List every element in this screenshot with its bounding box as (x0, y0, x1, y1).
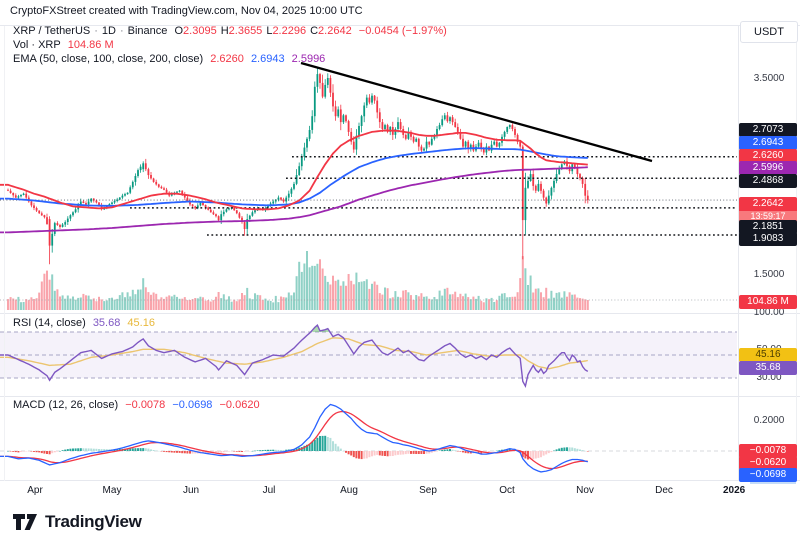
attribution-text: CryptoFXStreet created with TradingView.… (10, 5, 363, 17)
candles (7, 67, 589, 265)
axis-price-badge: −0.0698 (739, 468, 797, 482)
volume-value: 104.86 M (67, 39, 114, 51)
tradingview-logo[interactable]: TradingView (12, 512, 142, 532)
axis-price-badge: 2.6260 (739, 149, 797, 163)
ema100-line (0, 147, 588, 207)
macd-label: MACD (12, 26, close) (13, 399, 119, 411)
axis-price-badge: 104.86 M (739, 295, 797, 309)
key-level-lines (130, 155, 737, 236)
rsi-value: 35.68 (92, 317, 121, 329)
rsi-overbought-fill (312, 325, 331, 332)
macd-line-value: −0.0698 (172, 399, 213, 411)
month-label: Nov (576, 485, 594, 496)
pane-separator (0, 480, 800, 481)
ema100-value: 2.6943 (250, 53, 285, 65)
axis-price-badge: 2.2642 13:59:17 (739, 197, 797, 222)
price-pane[interactable] (0, 26, 737, 314)
ema50-line (0, 129, 588, 211)
attribution-bar: CryptoFXStreet created with TradingView.… (0, 0, 800, 25)
year-label: 2026 (723, 481, 746, 500)
rsi-label: RSI (14, close) (13, 317, 86, 329)
low-label: L (266, 25, 273, 37)
symbol-legend[interactable]: XRP / TetherUS · 1D · Binance O2.3095 H2.3655… (13, 25, 451, 37)
change-value: −0.0454 (−1.97%) (358, 25, 447, 37)
axis-scale-label: 3.5000 (753, 73, 785, 84)
macd-pane[interactable] (0, 397, 737, 481)
pane-separator (0, 396, 800, 397)
volume-legend[interactable]: Vol · XRP 104.86 M (13, 39, 118, 51)
exchange-label: Binance (127, 25, 168, 37)
high-label: H (220, 25, 229, 37)
month-label: May (102, 485, 122, 496)
separator-dot: · (94, 25, 98, 37)
frame-border (796, 26, 797, 481)
rsi-legend[interactable]: RSI (14, close) 35.68 45.16 (13, 317, 159, 329)
axis-border (738, 26, 739, 481)
open-value: 2.3095 (183, 25, 217, 37)
month-label: Oct (499, 485, 515, 496)
month-label: Dec (655, 485, 673, 496)
axis-price-badge: −0.0620 (739, 456, 797, 470)
axis-scale-label: 30.00 (756, 372, 782, 383)
axis-scale-label: 1.5000 (753, 269, 785, 280)
pane-separator (0, 25, 800, 26)
month-label: Jul (262, 485, 276, 496)
axis-price-badge: 2.7073 (739, 123, 797, 137)
axis-price-badge: 2.4868 (739, 174, 797, 188)
ema200-line (0, 166, 588, 234)
month-label: Sep (419, 485, 437, 496)
month-label: Apr (27, 485, 43, 496)
axis-scale-label: 0.2000 (753, 415, 785, 426)
macd-signal-line (0, 410, 588, 470)
rsi-pane[interactable] (0, 314, 737, 397)
year-text: 2026 (723, 485, 746, 496)
macd-line (0, 403, 588, 473)
bar-countdown: 13:59:17 (739, 211, 797, 222)
tradingview-logo-icon (13, 514, 37, 530)
axis-price-badge: 2.5996 (739, 161, 797, 175)
macd-legend[interactable]: MACD (12, 26, close) −0.0078 −0.0698 −0.… (13, 399, 264, 411)
macd-hist-value: −0.0078 (125, 399, 166, 411)
close-label: C (310, 25, 319, 37)
ema200-value: 2.5996 (291, 53, 326, 65)
close-value: 2.2642 (318, 25, 352, 37)
low-value: 2.2296 (272, 25, 307, 37)
symbol-name: XRP / TetherUS (13, 25, 91, 37)
open-label: O (174, 25, 184, 37)
axis-price-badge: 1.9083 (739, 232, 797, 246)
volume-bars (7, 251, 589, 310)
ema50-value: 2.6260 (210, 53, 244, 65)
ema-label: EMA (50, close, 100, close, 200, close) (13, 53, 204, 65)
separator-dot: · (119, 25, 124, 37)
axis-price-badge: 2.6943 (739, 136, 797, 150)
macd-signal-value: −0.0620 (219, 399, 260, 411)
time-axis[interactable]: Apr May Jun Jul Aug Sep Oct Nov Dec (0, 481, 737, 500)
axis-price-badge: 45.16 (739, 348, 797, 362)
pane-separator (0, 313, 800, 314)
axis-price-badge: 35.68 (739, 361, 797, 375)
rsi-ma-value: 45.16 (127, 317, 155, 329)
price-axis[interactable]: 3.50001.5000100.0050.0030.000.20002.7073… (738, 26, 800, 482)
axis-scale-label: 100.00 (753, 307, 785, 318)
month-label: Aug (340, 485, 358, 496)
axis-price-badge: −0.0078 (739, 444, 797, 458)
volume-label: Vol · XRP (13, 39, 61, 51)
time-axis-highlight (750, 481, 796, 484)
high-value: 2.3655 (228, 25, 263, 37)
month-label: Jun (182, 485, 200, 496)
footer: TradingView (0, 500, 800, 545)
currency-label[interactable]: USDT (740, 21, 798, 43)
frame-border (4, 26, 5, 481)
tradingview-wordmark: TradingView (45, 512, 142, 531)
descending-trendline (300, 61, 653, 163)
ema-legend[interactable]: EMA (50, close, 100, close, 200, close) … (13, 53, 329, 65)
axis-price-badge: 2.1851 (739, 220, 797, 234)
timeframe-label: 1D (101, 25, 116, 37)
rsi-line (0, 323, 589, 389)
